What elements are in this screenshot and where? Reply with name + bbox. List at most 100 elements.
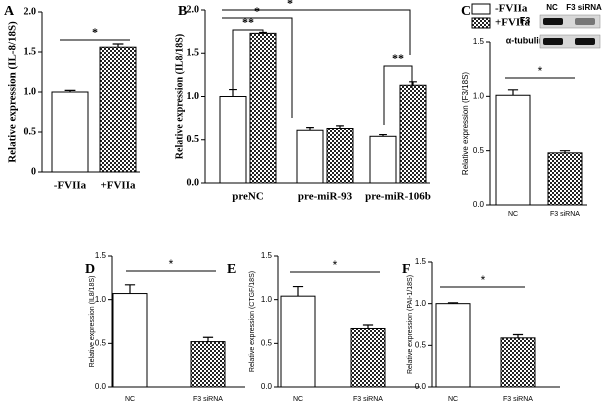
significance-bracket <box>383 65 413 125</box>
significance-bracket <box>232 29 264 90</box>
error-bar <box>379 133 387 137</box>
y-tick-label: 0.5 <box>473 146 485 155</box>
error-bar <box>229 88 237 97</box>
error-bar <box>124 284 136 294</box>
bar <box>495 94 531 206</box>
panel-letter: D <box>85 262 95 277</box>
blot-band <box>543 18 563 25</box>
error-bar <box>292 285 304 297</box>
y-tick-label: 0.5 <box>95 338 107 347</box>
y-tick-label: 1.0 <box>187 91 200 102</box>
y-tick-label: 0.0 <box>95 382 107 391</box>
y-tick-label: 0.0 <box>261 382 273 391</box>
legend-swatch <box>471 17 491 29</box>
bar <box>51 91 89 173</box>
bar <box>296 129 324 184</box>
bar <box>99 46 137 173</box>
y-axis-label: Relative expression (CTGF/18S) <box>249 271 256 372</box>
significance-mark: * <box>92 25 98 39</box>
y-tick-label: 0.5 <box>415 340 427 349</box>
significance-mark: * <box>287 0 293 10</box>
y-tick-label: 2.0 <box>187 4 200 15</box>
panel-letter: B <box>178 4 187 19</box>
y-tick-label: 0.5 <box>261 338 273 347</box>
error-bar <box>409 81 417 86</box>
legend-label: -FVIIa <box>495 3 528 15</box>
significance-mark: * <box>254 4 260 18</box>
y-tick-label: 0.0 <box>473 200 485 209</box>
x-tick-label: F3 siRNA <box>550 211 580 218</box>
error-bar <box>559 150 571 153</box>
x-tick-label: +FVIIa <box>101 180 136 192</box>
y-tick-label: 0.5 <box>24 126 37 137</box>
x-tick-label: NC <box>448 396 458 403</box>
error-bar <box>64 89 76 92</box>
blot-lane-label: NC <box>546 3 558 12</box>
significance-bracket <box>222 17 293 118</box>
error-bar <box>507 89 519 96</box>
bar <box>350 327 386 388</box>
y-tick-label: 1.5 <box>95 251 107 260</box>
bar <box>399 84 427 184</box>
significance-mark: * <box>481 273 486 287</box>
panel-letter: E <box>227 262 236 277</box>
error-bar <box>512 333 524 338</box>
bar <box>280 295 316 388</box>
blot-band <box>575 18 595 25</box>
significance-mark: ** <box>392 51 404 65</box>
bar <box>547 152 583 206</box>
error-bar <box>202 336 214 342</box>
bar <box>500 337 536 388</box>
significance-mark: * <box>333 258 338 272</box>
x-tick-label: F3 siRNA <box>503 396 533 403</box>
panel-letter: A <box>4 4 15 19</box>
x-tick-label: F3 siRNA <box>193 396 223 403</box>
error-bar <box>336 125 344 129</box>
blot-row-label: α-tubulin <box>506 35 545 45</box>
x-tick-label: NC <box>508 211 518 218</box>
bar <box>435 303 471 388</box>
y-axis-label: Relative expression (IL8/18S) <box>174 34 185 159</box>
significance-bracket <box>222 9 411 55</box>
legend-swatch <box>471 3 491 15</box>
bar <box>326 128 354 184</box>
legend-label: +FVIIa <box>495 17 530 29</box>
panel-letter: C <box>461 4 471 19</box>
y-tick-label: 2.0 <box>24 6 37 17</box>
error-bar <box>112 43 124 48</box>
y-tick-label: 1.0 <box>415 299 427 308</box>
blot-band <box>543 38 563 45</box>
bar <box>249 32 277 184</box>
y-tick-label: 0 <box>31 166 36 177</box>
significance-mark: * <box>538 64 543 78</box>
y-tick-label: 1.5 <box>415 257 427 266</box>
error-bar <box>447 302 459 304</box>
bar <box>369 135 397 184</box>
significance-mark: ** <box>242 15 254 29</box>
blot-lane-label: F3 siRNA <box>566 3 602 12</box>
bar <box>219 96 247 184</box>
y-tick-label: 1.5 <box>187 48 200 59</box>
y-axis-label: Relative expression (IL8/18S) <box>89 276 96 368</box>
significance-mark: * <box>169 257 174 271</box>
bar <box>112 293 148 388</box>
y-tick-label: 1.5 <box>261 251 273 260</box>
y-tick-label: 0.0 <box>415 382 427 391</box>
y-tick-label: 1.5 <box>473 37 485 46</box>
blot-row-label: F3 <box>520 15 531 25</box>
y-tick-label: 1.0 <box>473 91 485 100</box>
y-tick-label: 0.5 <box>187 134 200 145</box>
x-tick-label: pre-miR-106b <box>365 191 431 203</box>
x-tick-label: NC <box>293 396 303 403</box>
x-tick-label: -FVIIa <box>54 180 87 192</box>
x-tick-label: pre-miR-93 <box>298 191 353 203</box>
y-axis-label: Relative expression (F3/18S) <box>461 72 470 175</box>
bar <box>190 341 226 388</box>
error-bar <box>362 324 374 329</box>
y-axis-label: Relative expression (PAI-1/18S) <box>407 275 414 374</box>
y-tick-label: 1.0 <box>95 295 107 304</box>
panel-letter: F <box>402 262 411 277</box>
x-tick-label: NC <box>125 396 135 403</box>
